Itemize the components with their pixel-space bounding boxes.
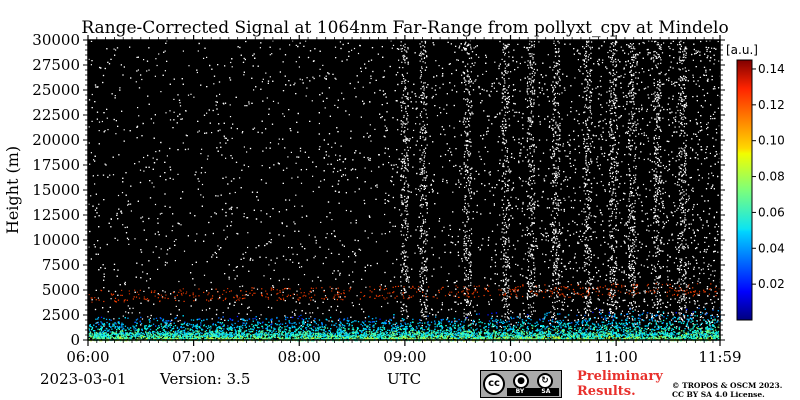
x-tick-label: 11:00 [595,348,638,366]
copyright-notice: © TROPOS & OSCM 2023. CC BY SA 4.0 Licen… [672,381,782,399]
y-tick-label: 30000 [32,31,80,49]
x-tick-label: 09:00 [383,348,426,366]
y-tick-label: 2500 [42,306,80,324]
x-tick-label: 06:00 [66,348,109,366]
x-tick-label: 10:00 [489,348,532,366]
x-axis-label: UTC [387,370,422,388]
colorbar [736,59,753,321]
y-tick-label: 17500 [32,156,80,174]
share-alike-icon: ↻ [537,373,553,389]
y-tick-label: 15000 [32,181,80,199]
y-tick-label: 10000 [32,231,80,249]
colorbar-tick-label: 0.14 [758,62,785,76]
y-tick-label: 27500 [32,56,80,74]
colorbar-tick-label: 0.06 [758,205,785,219]
preliminary-line1: Preliminary [577,369,663,384]
chart-title: Range-Corrected Signal at 1064nm Far-Ran… [81,18,728,38]
x-tick-label: 07:00 [172,348,215,366]
license-strip: BY SA [507,388,559,396]
colorbar-label: [a.u.] [726,43,758,57]
colorbar-tick-label: 0.02 [758,277,785,291]
x-axis: 06:00 07:00 08:00 09:00 10:00 11:00 11:59 [66,35,742,366]
x-tick-label: 11:59 [698,348,741,366]
y-axis: 0 2500 5000 7500 10000 12500 15000 17500 20000 22… [32,31,725,349]
license-sa: SA [541,388,551,395]
y-tick-label: 12500 [32,206,80,224]
cc-icon: cc [483,373,505,395]
preliminary-line2: Results. [577,384,636,399]
y-tick-label: 25000 [32,81,80,99]
y-tick-label: 22500 [32,106,80,124]
y-tick-label: 5000 [42,281,80,299]
preliminary-notice: Preliminary Results. [577,369,663,399]
y-tick-label: 0 [70,331,80,349]
colorbar-tick-label: 0.08 [758,170,785,184]
colorbar-tick-label: 0.12 [758,98,785,112]
colorbar-tick-label: 0.04 [758,241,785,255]
y-axis-label: Height (m) [3,146,22,234]
y-tick-label: 20000 [32,131,80,149]
version-label: Version: 3.5 [160,370,251,388]
attribution-icon: ● [513,373,529,389]
copyright-line2: CC BY SA 4.0 License. [672,390,765,399]
x-tick-label: 08:00 [278,348,321,366]
colorbar-tick-label: 0.10 [758,134,785,148]
copyright-line1: © TROPOS & OSCM 2023. [672,381,783,390]
y-tick-label: 7500 [42,256,80,274]
license-by: BY [515,388,525,395]
colorbar-ticks: 0.02 0.04 0.06 0.08 0.10 0.12 0.14 [752,62,785,291]
cc-license-badge: cc ● ↻ BY SA [480,370,562,398]
date-label: 2023-03-01 [40,370,127,388]
